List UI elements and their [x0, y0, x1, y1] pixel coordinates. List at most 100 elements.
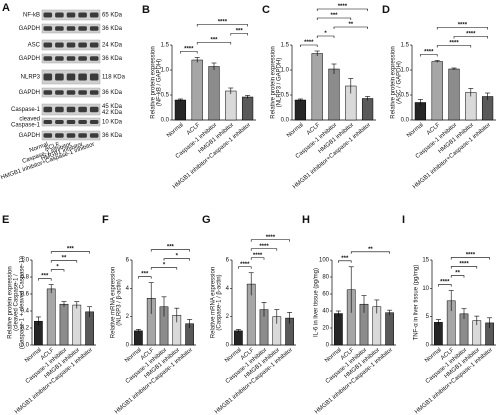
blot-row-label: NF-kB [23, 13, 40, 19]
y-tick-label: 1.0 [401, 68, 410, 74]
y-tick-label: 80 [322, 275, 329, 281]
blot-size-label: 42 KDa [102, 110, 123, 116]
significance-bracket [420, 54, 438, 57]
significance-bracket [350, 251, 390, 254]
blot-band [66, 12, 76, 18]
y-tick-label: 4 [126, 286, 130, 292]
bar [481, 96, 494, 121]
significance-label: * [176, 254, 179, 260]
blot-band [66, 90, 76, 95]
panel-letter: F [102, 214, 109, 226]
y-tick-label: 6 [226, 258, 230, 264]
bar [294, 99, 307, 121]
blot-size-label: 36 KDa [102, 133, 123, 139]
bar [191, 59, 203, 121]
x-tick-label: Normal [424, 347, 443, 364]
blot-band [66, 73, 76, 81]
significance-label: **** [449, 41, 459, 47]
bar [465, 92, 477, 121]
blot-band [78, 106, 87, 113]
y-tick-label: 0.0 [161, 118, 170, 124]
significance-label: **** [466, 253, 476, 259]
blot-band [89, 90, 99, 95]
significance-label: **** [218, 20, 228, 26]
significance-label: **** [240, 262, 250, 268]
y-tick-label: 0.5 [281, 93, 290, 99]
panel-letter: E [2, 214, 9, 226]
bar [431, 61, 443, 121]
y-tick-label: 0.0 [21, 343, 30, 349]
significance-label: *** [236, 29, 244, 35]
bar [385, 312, 394, 346]
panel-letter: H [302, 214, 310, 226]
blot-row-label: GAPDH [19, 26, 40, 32]
significance-bracket [316, 35, 335, 38]
blot-band [89, 56, 99, 61]
significance-label: *** [210, 38, 218, 44]
significance-bracket [316, 8, 368, 11]
y-tick-label: 1.5 [281, 43, 290, 49]
x-tick-label: Normal [24, 347, 43, 364]
significance-bracket [450, 275, 465, 278]
x-tick-label: HMGB1 inhibitor+Caspase-1 inhibitor [172, 122, 252, 190]
blot-band [78, 56, 87, 61]
blot-band [89, 133, 99, 138]
significance-label: **** [266, 235, 276, 241]
bar [234, 330, 243, 346]
blot-band [55, 106, 64, 113]
significance-bracket [438, 284, 452, 287]
y-tick-label: 100 [319, 258, 330, 264]
significance-bracket [196, 42, 232, 45]
panel-letter: B [142, 4, 150, 16]
blot-band [43, 106, 53, 113]
y-tick-label: 5 [426, 314, 430, 320]
blot-band [43, 56, 53, 61]
significance-label: **** [466, 32, 476, 38]
significance-bracket [38, 278, 52, 281]
significance-bracket [50, 260, 78, 263]
significance-label: * [324, 31, 327, 37]
x-tick-label: Normal [124, 347, 143, 364]
blot-band [78, 12, 87, 18]
blot-band [66, 133, 76, 138]
y-tick-label: 0 [326, 343, 330, 349]
bar [334, 313, 343, 346]
significance-bracket [250, 239, 290, 242]
blot-band [78, 26, 87, 31]
significance-bracket [450, 266, 478, 269]
y-tick-label: 1.0 [281, 68, 290, 74]
blot-band [55, 133, 64, 138]
panel-letter: D [382, 4, 390, 16]
significance-bracket [250, 257, 265, 260]
y-tick-label: 1.5 [161, 43, 170, 49]
blot-band [43, 133, 53, 138]
blot-row-label: GAPDH [19, 90, 40, 96]
y-tick-label: 2 [226, 314, 230, 320]
y-axis-title: TNF-α in liver tissue (pg/mg) [414, 265, 420, 341]
y-tick-label: 0 [226, 343, 230, 349]
blot-band [43, 120, 53, 124]
significance-bracket [230, 33, 248, 36]
significance-bracket [238, 266, 252, 269]
significance-bracket [138, 276, 152, 279]
y-axis-title: Relative protein expression [391, 46, 397, 118]
bar [134, 330, 143, 346]
y-tick-label: 40 [322, 309, 329, 315]
y-axis-title: IL-6 in liver tissue (pg/mg) [314, 268, 320, 337]
y-axis-title: (NLRP3 / GAPDH) [277, 58, 283, 108]
significance-bracket [338, 260, 352, 263]
y-axis-title: Relative protein expression [271, 46, 277, 118]
bar [208, 66, 220, 121]
blot-band [66, 42, 76, 48]
blot-band [89, 12, 99, 18]
blot-band [89, 26, 99, 31]
blot-row-label: NLRP3 [21, 75, 41, 81]
blot-band [89, 73, 99, 81]
blot-lane-label: ACLF [44, 142, 61, 153]
bar [59, 303, 69, 346]
blot-band [89, 106, 99, 113]
significance-label: **** [338, 4, 348, 10]
bar [174, 99, 187, 121]
bar [72, 304, 82, 346]
significance-bracket [50, 269, 65, 272]
